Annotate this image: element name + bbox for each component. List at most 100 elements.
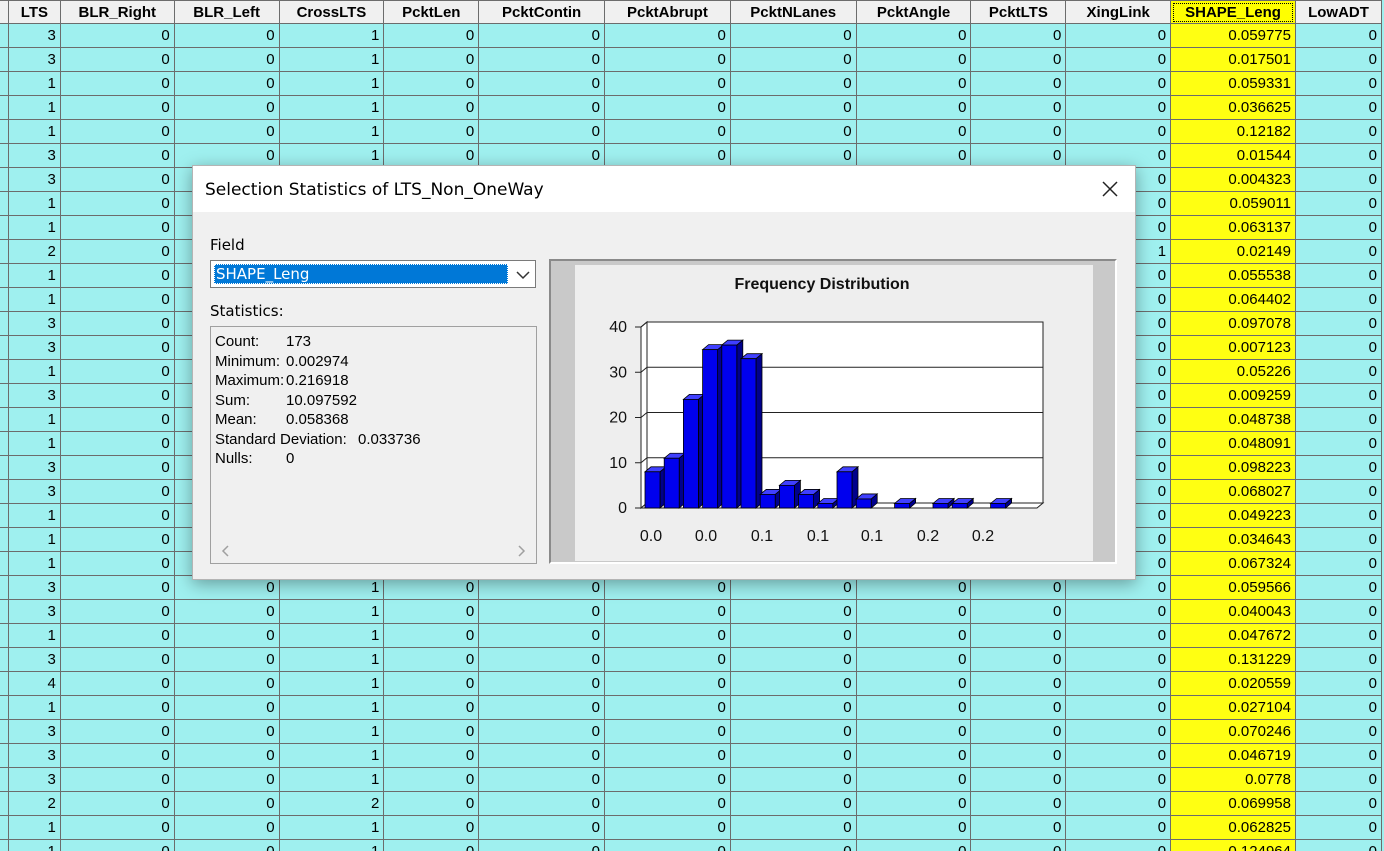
row-selector[interactable]: [0, 95, 9, 120]
table-cell[interactable]: 0: [59, 719, 175, 744]
table-cell[interactable]: 0: [59, 479, 175, 504]
table-cell[interactable]: 0: [1065, 791, 1172, 816]
row-selector[interactable]: [0, 719, 9, 744]
row-selector[interactable]: [0, 431, 9, 456]
table-cell[interactable]: 0: [604, 599, 731, 624]
table-cell[interactable]: 0: [604, 71, 731, 96]
table-cell[interactable]: 0: [970, 599, 1067, 624]
table-cell[interactable]: 0.131229: [1170, 647, 1296, 672]
table-cell[interactable]: 0: [1294, 719, 1383, 744]
table-cell[interactable]: 0: [855, 815, 972, 840]
table-cell[interactable]: 0: [855, 791, 972, 816]
table-cell[interactable]: 0: [855, 143, 972, 168]
table-cell[interactable]: 0: [478, 119, 606, 144]
table-cell[interactable]: 0: [59, 815, 175, 840]
table-cell[interactable]: 0: [59, 767, 175, 792]
table-row[interactable]: 1 0 0 1 0 0 0 0 0 0 0 0.027104 0: [0, 695, 1383, 720]
table-row[interactable]: 1 0 0 1 0 0 0 0 0 0 0 0.062825 0: [0, 815, 1383, 840]
row-selector[interactable]: [0, 767, 9, 792]
table-cell[interactable]: 0: [59, 119, 175, 144]
table-cell[interactable]: 0: [383, 839, 480, 851]
table-cell[interactable]: 0: [1294, 239, 1383, 264]
column-header[interactable]: PcktLen: [383, 0, 480, 24]
table-cell[interactable]: 0.01544: [1170, 143, 1296, 168]
table-cell[interactable]: 0: [383, 95, 480, 120]
scroll-right-icon[interactable]: [513, 543, 529, 559]
table-cell[interactable]: 0: [383, 647, 480, 672]
table-row[interactable]: 1 0 0 1 0 0 0 0 0 0 0 0.036625 0: [0, 95, 1383, 120]
table-cell[interactable]: 0: [173, 767, 280, 792]
table-cell[interactable]: 0: [729, 671, 857, 696]
table-cell[interactable]: 0: [604, 767, 731, 792]
table-cell[interactable]: 0: [59, 191, 175, 216]
table-cell[interactable]: 0.059011: [1170, 191, 1296, 216]
table-cell[interactable]: 0.05226: [1170, 359, 1296, 384]
table-cell[interactable]: 1: [278, 143, 385, 168]
column-header[interactable]: PcktNLanes: [729, 0, 857, 24]
table-cell[interactable]: 3: [7, 167, 61, 192]
table-cell[interactable]: 0.004323: [1170, 167, 1296, 192]
table-cell[interactable]: 0: [1294, 743, 1383, 768]
table-cell[interactable]: 0: [1065, 743, 1172, 768]
dialog-titlebar[interactable]: Selection Statistics of LTS_Non_OneWay: [193, 166, 1135, 212]
table-cell[interactable]: 0: [1294, 791, 1383, 816]
table-row[interactable]: 3 0 0 1 0 0 0 0 0 0 0 0.01544 0: [0, 143, 1383, 168]
table-cell[interactable]: 0: [478, 95, 606, 120]
table-cell[interactable]: 0: [970, 119, 1067, 144]
row-selector[interactable]: [0, 527, 9, 552]
table-cell[interactable]: 0: [1294, 263, 1383, 288]
table-cell[interactable]: 1: [7, 503, 61, 528]
table-cell[interactable]: 0: [1294, 143, 1383, 168]
table-cell[interactable]: 0: [478, 623, 606, 648]
table-cell[interactable]: 1: [278, 719, 385, 744]
table-cell[interactable]: 0.067324: [1170, 551, 1296, 576]
table-cell[interactable]: 0: [604, 719, 731, 744]
column-header[interactable]: BLR_Left: [173, 0, 280, 24]
table-cell[interactable]: 0.055538: [1170, 263, 1296, 288]
row-selector[interactable]: [0, 551, 9, 576]
table-cell[interactable]: 0: [729, 647, 857, 672]
table-cell[interactable]: 0: [173, 23, 280, 48]
table-cell[interactable]: 0: [855, 47, 972, 72]
row-selector[interactable]: [0, 743, 9, 768]
table-cell[interactable]: 0: [478, 815, 606, 840]
table-cell[interactable]: 1: [7, 407, 61, 432]
table-cell[interactable]: 1: [278, 23, 385, 48]
table-cell[interactable]: 1: [7, 215, 61, 240]
table-cell[interactable]: 0: [1294, 167, 1383, 192]
table-row[interactable]: 1 0 0 1 0 0 0 0 0 0 0 0.12182 0: [0, 119, 1383, 144]
table-cell[interactable]: 0: [604, 791, 731, 816]
table-cell[interactable]: 3: [7, 143, 61, 168]
table-cell[interactable]: 0: [383, 695, 480, 720]
table-cell[interactable]: 1: [7, 431, 61, 456]
table-cell[interactable]: 0.124964: [1170, 839, 1296, 851]
table-cell[interactable]: 0.0778: [1170, 767, 1296, 792]
table-cell[interactable]: 0.007123: [1170, 335, 1296, 360]
column-header[interactable]: CrossLTS: [278, 0, 385, 24]
table-cell[interactable]: 0: [855, 719, 972, 744]
table-cell[interactable]: 0: [1294, 407, 1383, 432]
table-cell[interactable]: 1: [7, 551, 61, 576]
table-cell[interactable]: 1: [7, 191, 61, 216]
table-cell[interactable]: 0: [59, 503, 175, 528]
table-row[interactable]: 3 0 0 1 0 0 0 0 0 0 0 0.017501 0: [0, 47, 1383, 72]
table-cell[interactable]: 0: [383, 743, 480, 768]
column-header[interactable]: LowADT: [1294, 0, 1383, 24]
table-row[interactable]: 3 0 0 1 0 0 0 0 0 0 0 0.040043 0: [0, 599, 1383, 624]
table-cell[interactable]: 0.068027: [1170, 479, 1296, 504]
row-selector[interactable]: [0, 599, 9, 624]
table-cell[interactable]: 0: [173, 839, 280, 851]
table-cell[interactable]: 0: [729, 815, 857, 840]
column-header[interactable]: PcktContin: [478, 0, 606, 24]
table-cell[interactable]: 0: [383, 767, 480, 792]
table-cell[interactable]: 0: [478, 47, 606, 72]
table-cell[interactable]: 0: [59, 551, 175, 576]
table-cell[interactable]: 0: [970, 743, 1067, 768]
table-cell[interactable]: 0: [729, 719, 857, 744]
table-cell[interactable]: 0: [855, 695, 972, 720]
table-cell[interactable]: 0.020559: [1170, 671, 1296, 696]
table-cell[interactable]: 0: [478, 647, 606, 672]
table-cell[interactable]: 0: [478, 791, 606, 816]
table-cell[interactable]: 1: [7, 359, 61, 384]
table-cell[interactable]: 0.046719: [1170, 743, 1296, 768]
